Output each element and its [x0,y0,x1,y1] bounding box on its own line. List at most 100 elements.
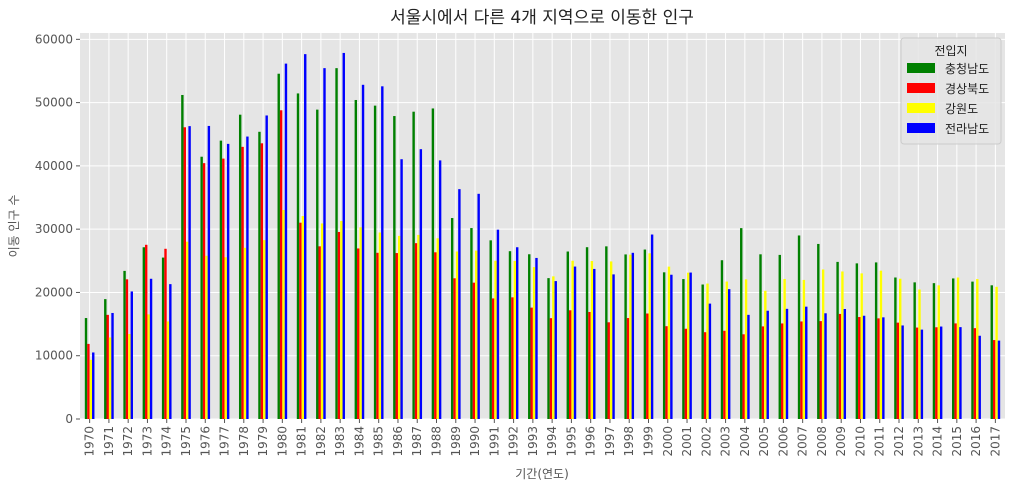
bar-1981-경상북도 [299,222,302,419]
y-axis-label: 이동 인구 수 [7,195,21,258]
bar-1973-전라남도 [149,278,153,419]
bar-1988-충청남도 [431,108,435,419]
bar-1977-경상북도 [222,158,225,419]
bar-2010-충청남도 [855,263,859,419]
bar-1986-충청남도 [393,116,396,420]
bar-1980-전라남도 [284,63,288,419]
x-tick-label: 1998 [622,426,636,457]
bar-2000-강원도 [667,266,671,419]
legend-swatch [907,83,935,93]
y-tick-label: 10000 [35,349,73,363]
bar-1974-강원도 [166,321,170,419]
bar-1988-전라남도 [438,160,442,420]
bar-1978-전라남도 [246,136,249,419]
x-tick-label: 1984 [352,426,366,457]
bar-1989-전라남도 [458,189,461,419]
bar-2005-강원도 [764,290,767,419]
bar-2004-강원도 [744,279,748,419]
bar-1981-강원도 [301,216,305,419]
bar-1985-전라남도 [381,86,384,419]
bar-2004-전라남도 [747,314,750,419]
bar-2015-전라남도 [959,327,962,419]
bar-1992-충청남도 [508,251,512,419]
bar-2001-강원도 [687,272,690,419]
bar-2011-강원도 [879,270,883,419]
x-tick-label: 1978 [237,426,251,457]
bar-2015-강원도 [956,277,960,419]
bar-1975-충청남도 [181,94,184,419]
legend-title: 전입지 [934,44,967,58]
bar-1996-경상북도 [588,311,591,419]
bar-1985-강원도 [378,232,382,419]
y-axis-ticks: 0 10000 20000 30000 40000 50000 60000 [35,32,80,426]
x-tick-label: 1972 [121,426,135,457]
bar-1978-강원도 [243,247,247,419]
bar-1998-강원도 [629,254,632,419]
x-tick-label: 2015 [950,426,964,457]
bar-1976-전라남도 [207,125,211,419]
bar-1995-강원도 [571,260,574,419]
bar-1975-경상북도 [183,127,186,419]
bar-2017-충청남도 [990,285,993,419]
legend-label: 전라남도 [945,122,989,136]
bar-1991-강원도 [494,260,497,419]
bar-1989-경상북도 [453,278,456,419]
bar-1986-강원도 [397,235,401,419]
bar-2016-충청남도 [971,281,974,419]
bar-1988-경상북도 [434,252,437,419]
bar-1975-강원도 [185,241,189,419]
bar-2000-충청남도 [662,272,666,419]
bar-1976-강원도 [205,255,208,419]
bar-1999-강원도 [648,253,651,419]
bar-1972-강원도 [128,333,131,419]
bar-2013-전라남도 [920,329,924,419]
x-axis-label: 기간(연도) [515,467,569,481]
bar-2002-충청남도 [701,284,704,419]
bar-1986-전라남도 [400,159,403,419]
bar-1994-경상북도 [549,318,553,419]
bar-1980-충청남도 [277,73,280,419]
bar-1977-강원도 [224,257,227,419]
y-tick-label: 50000 [35,96,73,110]
bar-2016-전라남도 [978,335,981,419]
bar-1982-충청남도 [316,109,319,420]
bar-1992-전라남도 [516,247,519,419]
bar-1991-경상북도 [491,298,495,419]
bar-2006-경상북도 [780,323,784,419]
bar-1991-전라남도 [496,229,500,419]
bar-1987-경상북도 [414,243,418,419]
legend-label: 강원도 [945,102,978,116]
legend-label: 충청남도 [945,62,989,76]
bar-2011-전라남도 [882,317,885,419]
bar-2010-경상북도 [858,317,861,419]
bar-1994-전라남도 [554,281,557,419]
bar-2006-전라남도 [785,308,789,419]
bar-1990-경상북도 [472,282,476,419]
bar-2003-전라남도 [727,289,731,419]
bar-1998-전라남도 [631,252,635,419]
x-tick-label: 1975 [179,426,193,457]
bar-2000-경상북도 [665,326,668,419]
bar-1992-강원도 [513,260,517,419]
bar-2002-전라남도 [708,303,712,419]
bar-1989-충청남도 [450,218,454,419]
bar-1987-전라남도 [419,149,423,419]
bar-1986-경상북도 [395,253,398,419]
bar-1993-경상북도 [530,307,533,419]
x-tick-label: 1994 [545,426,559,457]
x-tick-label: 1973 [140,426,154,457]
x-tick-label: 1981 [295,426,309,457]
bar-1983-전라남도 [342,52,345,419]
x-tick-label: 2007 [796,426,810,457]
bar-2009-충청남도 [836,261,839,419]
bar-1979-강원도 [263,240,266,419]
bar-2013-경상북도 [915,327,919,419]
bar-2014-전라남도 [939,326,943,419]
bar-1972-경상북도 [125,279,129,419]
bar-1997-전라남도 [612,274,615,419]
bar-1971-충청남도 [104,299,107,419]
bar-1984-전라남도 [361,84,365,420]
bar-2009-강원도 [841,271,844,419]
bar-series [84,52,1001,420]
